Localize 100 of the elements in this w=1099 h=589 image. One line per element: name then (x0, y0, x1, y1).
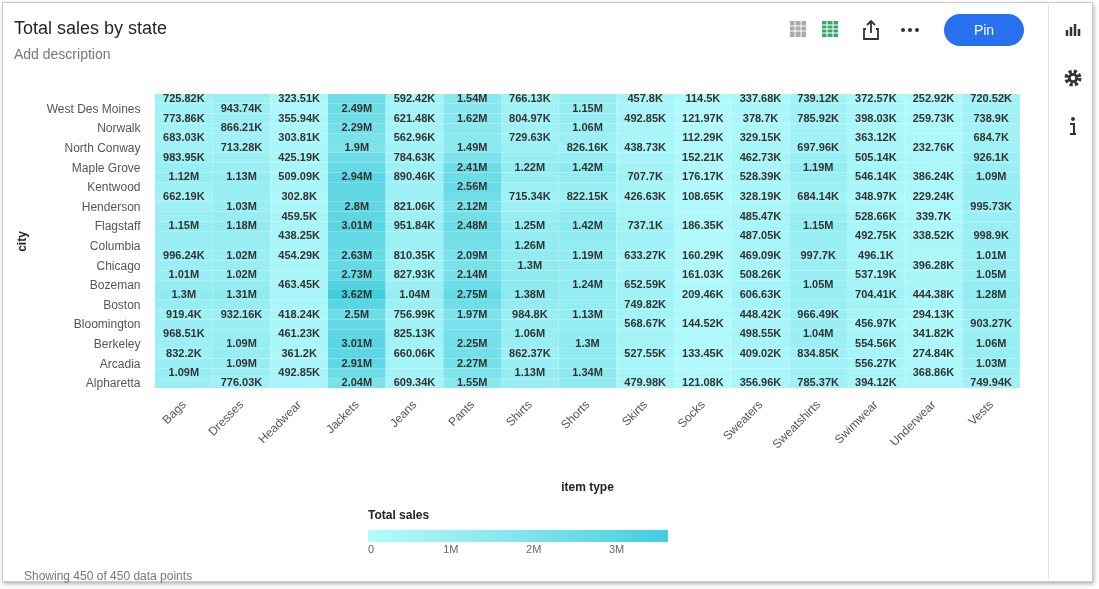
data-label: 684.14K (797, 189, 840, 202)
data-label: 866.21K (220, 121, 263, 134)
data-label: 997.7K (800, 248, 836, 261)
data-label: 756.99K (393, 307, 436, 320)
data-label: 355.94K (278, 111, 321, 124)
data-label: 1.54M (456, 91, 488, 104)
data-label: 2.75M (456, 287, 488, 300)
y-tick-label: North Conway (64, 140, 141, 155)
data-label: 827.93K (393, 268, 436, 281)
data-label: 725.82K (163, 91, 205, 104)
data-label: 448.42K (739, 307, 782, 320)
data-label: 372.57K (855, 91, 897, 104)
y-tick-label: Boston (103, 297, 141, 312)
data-label: 862.37K (509, 346, 551, 359)
data-label: 528.66K (855, 209, 897, 222)
data-label: 144.52K (682, 317, 724, 330)
data-label: 1.05M (802, 278, 834, 291)
data-label: 457.8K (627, 91, 663, 104)
data-label: 825.13K (393, 327, 436, 340)
data-label: 737.1K (627, 219, 663, 232)
data-label: 492.75K (855, 229, 897, 242)
y-tick-label: Berkeley (93, 336, 141, 351)
data-label: 804.97K (509, 111, 551, 124)
data-label: 1.15M (168, 219, 200, 232)
data-label: 785.37K (797, 376, 840, 389)
data-label: 492.85K (278, 366, 321, 379)
color-bar-label: 1M (443, 543, 459, 555)
data-label: 1.22M (514, 160, 546, 173)
data-label: 438.25K (278, 229, 321, 242)
data-label: 1.19M (802, 160, 834, 173)
data-label: 396.28K (912, 258, 955, 271)
data-label: 998.9K (973, 229, 1009, 242)
data-label: 568.67K (624, 317, 667, 330)
data-label: 890.46K (393, 170, 436, 183)
data-label: 1.09M (975, 170, 1007, 183)
data-label: 259.73K (912, 111, 955, 124)
data-label: 274.84K (912, 346, 955, 359)
data-label: 3.01M (341, 219, 373, 232)
data-label: 968.51K (163, 327, 205, 340)
data-label: 1.09M (168, 366, 200, 379)
data-label: 919.4K (166, 307, 202, 320)
data-label: 323.51K (278, 91, 321, 104)
data-label: 1.12M (168, 170, 200, 183)
data-label: 707.7K (627, 170, 663, 183)
data-label: 1.03M (226, 199, 257, 212)
y-tick-label: Norwalk (97, 121, 142, 136)
data-label: 341.82K (912, 327, 955, 340)
data-label: 826.16K (566, 140, 609, 153)
data-label: 926.1K (973, 150, 1009, 163)
y-tick-label: Henderson (81, 199, 141, 214)
data-label: 2.09M (456, 248, 488, 261)
data-label: 1.05M (975, 268, 1007, 281)
data-label: 1.13M (226, 170, 257, 183)
data-label: 485.47K (739, 209, 782, 222)
data-label: 461.23K (278, 327, 321, 340)
color-bar-label: 3M (608, 543, 625, 555)
data-label: 1.3M (517, 258, 543, 271)
data-label: 932.16K (220, 307, 263, 320)
data-label: 438.73K (624, 140, 667, 153)
data-label: 810.35K (393, 248, 436, 261)
data-label: 1.19M (572, 248, 603, 261)
data-label: 398.03K (855, 111, 897, 124)
data-label: 1.42M (572, 160, 603, 173)
data-label: 3.62M (341, 287, 373, 300)
data-label: 821.06K (393, 199, 436, 212)
data-label: 2.14M (456, 268, 488, 281)
data-label: 2.29M (341, 121, 373, 134)
color-bar-label: 0 (368, 543, 375, 555)
data-label: 1.42M (572, 219, 603, 232)
data-label: 2.56M (456, 180, 488, 193)
data-label: 2.73M (341, 268, 373, 281)
data-label: 1.15M (802, 219, 834, 232)
data-label: 822.15K (566, 189, 609, 202)
data-label: 715.34K (509, 189, 551, 202)
data-label: 652.59K (624, 278, 667, 291)
data-label: 252.92K (912, 91, 955, 104)
data-label: 609.34K (393, 376, 436, 389)
data-label: 996.24K (163, 248, 205, 261)
data-label: 1.04M (802, 327, 834, 340)
data-label: 121.08K (682, 376, 724, 389)
data-label: 1.38M (514, 287, 546, 300)
data-label: 302.8K (281, 189, 317, 202)
data-label: 229.24K (912, 189, 955, 202)
chart-title: Total sales by state (14, 18, 168, 39)
data-label: 121.97K (682, 111, 724, 124)
data-label: 209.46K (682, 287, 724, 300)
data-label: 348.97K (855, 189, 897, 202)
data-label: 784.63K (393, 150, 436, 163)
data-label: 527.55K (624, 346, 667, 359)
data-label: 1.09M (226, 356, 257, 369)
data-label: 444.38K (912, 287, 955, 300)
data-label: 2.8M (344, 199, 370, 212)
data-label: 1.97M (456, 307, 488, 320)
y-tick-label: Columbia (89, 238, 141, 253)
data-label: 773.86K (163, 111, 205, 124)
data-label: 160.29K (682, 248, 724, 261)
data-label: 487.05K (739, 229, 782, 242)
data-label: 456.97K (855, 317, 897, 330)
data-label: 1.06M (514, 327, 546, 340)
data-label: 133.45K (682, 346, 724, 359)
